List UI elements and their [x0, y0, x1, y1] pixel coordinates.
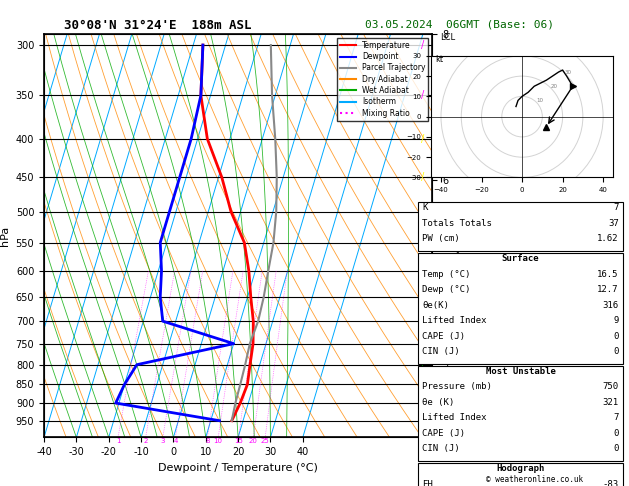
FancyBboxPatch shape — [418, 365, 623, 461]
Text: Lifted Index: Lifted Index — [423, 414, 487, 422]
Text: /: / — [421, 360, 424, 370]
Text: 10: 10 — [537, 99, 543, 104]
Text: 15: 15 — [234, 438, 243, 444]
Text: PW (cm): PW (cm) — [423, 235, 460, 243]
Text: EH: EH — [423, 480, 433, 486]
Text: /: / — [421, 380, 424, 389]
Text: © weatheronline.co.uk: © weatheronline.co.uk — [486, 474, 583, 484]
Text: 3: 3 — [160, 438, 165, 444]
Text: 12.7: 12.7 — [597, 285, 619, 294]
Text: /: / — [421, 292, 424, 302]
FancyBboxPatch shape — [418, 253, 623, 364]
Text: Surface: Surface — [502, 254, 539, 263]
Text: CAPE (J): CAPE (J) — [423, 332, 465, 341]
Text: 16.5: 16.5 — [597, 270, 619, 279]
Text: /: / — [421, 316, 424, 326]
Text: kt: kt — [435, 55, 443, 64]
Text: 20: 20 — [249, 438, 258, 444]
Text: 0: 0 — [613, 347, 619, 356]
Text: 9: 9 — [613, 316, 619, 325]
Text: Most Unstable: Most Unstable — [486, 367, 555, 376]
Text: /: / — [421, 238, 424, 247]
Text: /: / — [421, 40, 424, 50]
Text: Temp (°C): Temp (°C) — [423, 270, 470, 279]
Text: CIN (J): CIN (J) — [423, 347, 460, 356]
Text: 2: 2 — [143, 438, 148, 444]
Y-axis label: hPa: hPa — [0, 226, 10, 246]
Text: 7: 7 — [613, 414, 619, 422]
Text: /: / — [421, 172, 424, 182]
Text: 10: 10 — [214, 438, 223, 444]
Text: 321: 321 — [603, 398, 619, 407]
FancyBboxPatch shape — [418, 463, 623, 486]
Text: CIN (J): CIN (J) — [423, 445, 460, 453]
Text: θe (K): θe (K) — [423, 398, 455, 407]
Text: /: / — [421, 134, 424, 144]
Text: 750: 750 — [603, 382, 619, 392]
Text: 1.62: 1.62 — [597, 235, 619, 243]
Text: 316: 316 — [603, 301, 619, 310]
Text: 1: 1 — [116, 438, 120, 444]
Text: Dewp (°C): Dewp (°C) — [423, 285, 470, 294]
Text: 8: 8 — [205, 438, 209, 444]
Text: 37: 37 — [608, 219, 619, 228]
Text: /: / — [421, 416, 424, 426]
Text: /: / — [421, 90, 424, 100]
Text: 0: 0 — [613, 445, 619, 453]
Text: 30°08'N 31°24'E  188m ASL: 30°08'N 31°24'E 188m ASL — [64, 19, 251, 33]
Text: CAPE (J): CAPE (J) — [423, 429, 465, 438]
Text: Totals Totals: Totals Totals — [423, 219, 493, 228]
Text: Pressure (mb): Pressure (mb) — [423, 382, 493, 392]
Text: K: K — [423, 204, 428, 212]
Text: Lifted Index: Lifted Index — [423, 316, 487, 325]
Y-axis label: km ASL: km ASL — [454, 217, 464, 254]
Text: /: / — [421, 207, 424, 217]
Text: /: / — [421, 398, 424, 408]
Text: 4: 4 — [173, 438, 177, 444]
Text: Hodograph: Hodograph — [496, 464, 545, 473]
Text: θe(K): θe(K) — [423, 301, 449, 310]
Text: LCL: LCL — [440, 33, 455, 41]
Text: 0: 0 — [613, 429, 619, 438]
Text: 25: 25 — [261, 438, 270, 444]
Text: -83: -83 — [603, 480, 619, 486]
Text: /: / — [421, 266, 424, 276]
Legend: Temperature, Dewpoint, Parcel Trajectory, Dry Adiabat, Wet Adiabat, Isotherm, Mi: Temperature, Dewpoint, Parcel Trajectory… — [337, 38, 428, 121]
FancyBboxPatch shape — [418, 202, 623, 251]
X-axis label: Dewpoint / Temperature (°C): Dewpoint / Temperature (°C) — [158, 463, 318, 473]
Text: 0: 0 — [613, 332, 619, 341]
Text: /: / — [421, 339, 424, 348]
Text: 03.05.2024  06GMT (Base: 06): 03.05.2024 06GMT (Base: 06) — [365, 19, 554, 30]
Text: 30: 30 — [565, 70, 572, 75]
Text: 7: 7 — [613, 204, 619, 212]
Text: 20: 20 — [550, 84, 557, 89]
